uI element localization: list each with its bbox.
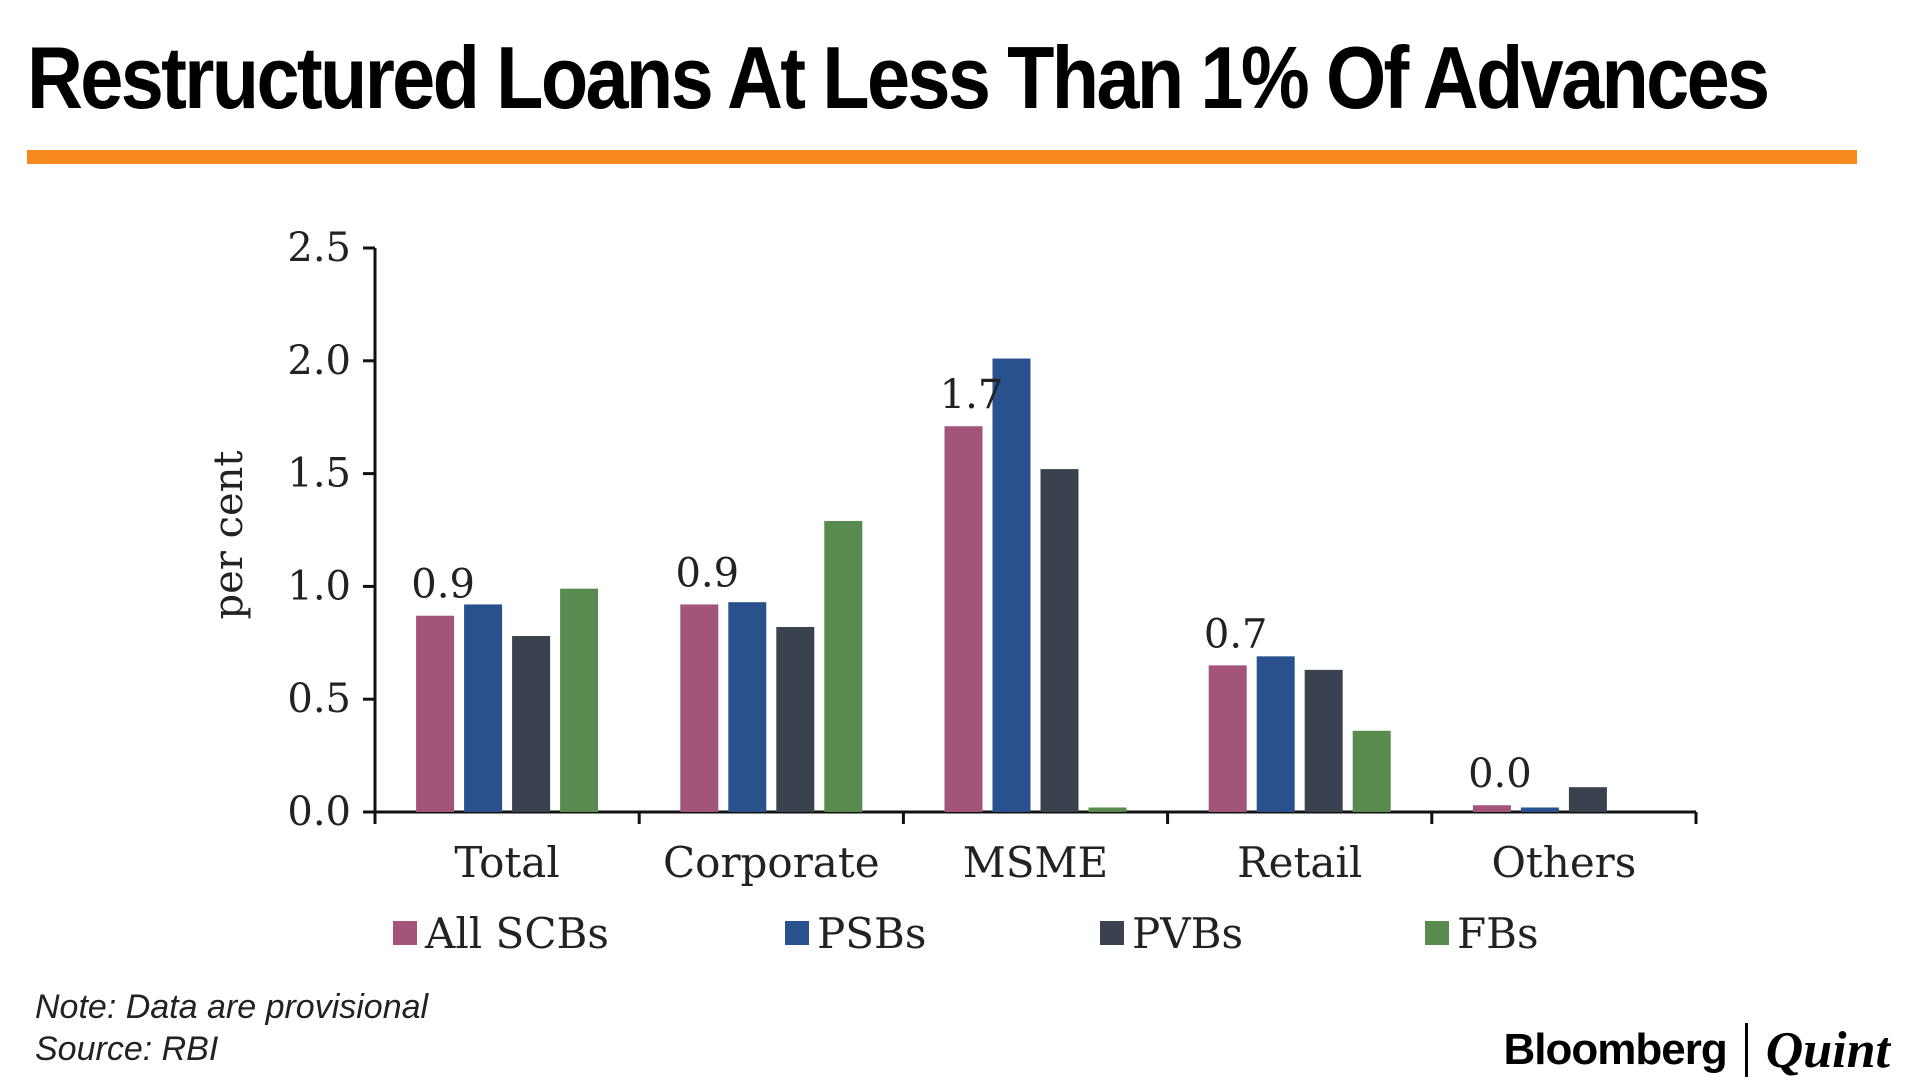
brand-quint: Quint <box>1765 1021 1890 1079</box>
legend-label: PSBs <box>817 909 926 958</box>
data-label: 0.9 <box>411 562 475 608</box>
note-text: Note: Data are provisional <box>35 988 429 1026</box>
y-axis-title: per cent <box>206 450 252 619</box>
bar <box>1352 730 1391 812</box>
y-tick-label: 0.5 <box>287 676 351 722</box>
chart-title: Restructured Loans At Less Than 1% Of Ad… <box>27 28 1770 127</box>
legend-label: FBs <box>1457 909 1539 958</box>
data-label: 0.7 <box>1204 611 1268 657</box>
bar <box>1472 805 1511 812</box>
x-category-label: Total <box>454 838 559 887</box>
x-category-label: Corporate <box>663 838 880 887</box>
bar <box>464 604 503 812</box>
bar <box>1304 669 1343 812</box>
bar <box>1208 665 1247 812</box>
x-category-label: Others <box>1491 838 1636 887</box>
title-underline <box>27 150 1857 164</box>
bar <box>1520 807 1559 812</box>
legend-swatch <box>1100 921 1124 945</box>
brand-logo: Bloomberg Quint <box>1503 1020 1890 1080</box>
bar <box>776 627 815 812</box>
bar <box>992 358 1031 812</box>
brand-separator <box>1744 1023 1748 1077</box>
bar <box>1088 807 1127 812</box>
bar <box>1040 469 1079 812</box>
bar <box>416 615 455 812</box>
bar <box>680 604 719 812</box>
y-tick-label: 1.0 <box>287 563 351 609</box>
bar <box>512 636 551 812</box>
y-tick-label: 0.0 <box>287 789 351 835</box>
bar <box>560 588 599 812</box>
bar <box>1256 656 1295 812</box>
legend-label: PVBs <box>1132 909 1243 958</box>
bar-chart: 0.0 0.5 1.0 1.5 2.0 2.5 per cent Total Corporate… <box>206 225 1698 958</box>
legend-label: All SCBs <box>424 909 609 958</box>
bar <box>944 426 983 812</box>
bar <box>728 602 767 812</box>
source-text: Source: RBI <box>35 1030 219 1068</box>
y-tick-label: 1.5 <box>287 451 351 497</box>
bar <box>1568 787 1607 812</box>
data-label: 1.7 <box>940 372 1004 418</box>
y-tick-label: 2.5 <box>287 225 351 271</box>
legend-swatch <box>1425 921 1449 945</box>
x-category-label: Retail <box>1237 838 1362 887</box>
brand-bloomberg: Bloomberg <box>1503 1025 1727 1074</box>
x-category-label: MSME <box>963 838 1108 887</box>
bar <box>824 520 863 812</box>
legend-swatch <box>785 921 809 945</box>
y-tick-label: 2.0 <box>287 338 351 384</box>
data-label: 0.9 <box>675 550 739 596</box>
data-label: 0.0 <box>1468 751 1532 797</box>
legend-swatch <box>393 921 417 945</box>
